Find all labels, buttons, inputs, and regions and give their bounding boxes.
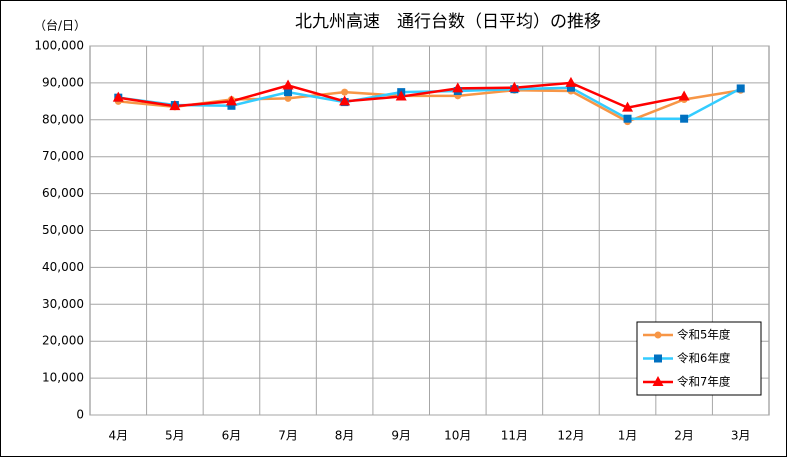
legend-label: 令和7年度 [677,375,731,389]
marker [623,114,632,123]
x-tick-label: 7月 [278,429,298,443]
marker [452,82,464,93]
y-tick-label: 0 [76,408,84,422]
x-tick-label: 10月 [444,429,471,443]
x-tick-label: 12月 [557,429,584,443]
marker [654,331,662,339]
marker [284,94,292,102]
y-tick-label: 70,000 [42,149,84,163]
marker [565,76,577,87]
legend-label: 令和5年度 [677,328,731,342]
y-tick-label: 60,000 [42,186,84,200]
x-tick-label: 3月 [731,429,751,443]
marker [169,100,181,111]
marker [341,88,349,96]
y-tick-label: 20,000 [42,334,84,348]
marker [652,376,664,386]
marker [112,91,124,102]
y-tick-label: 90,000 [42,75,84,89]
chart-title: 北九州高速 通行台数（日平均）の推移 [295,12,601,32]
x-tick-label: 1月 [618,429,638,443]
y-tick-label: 40,000 [42,260,84,274]
marker [736,84,745,93]
marker [282,79,294,90]
marker [395,90,407,101]
marker [339,95,351,106]
marker [622,101,634,112]
y-tick-label: 10,000 [42,371,84,385]
x-tick-label: 5月 [165,429,185,443]
y-tick-label: 30,000 [42,297,84,311]
marker [284,88,293,97]
legend-label: 令和6年度 [677,351,731,365]
marker [508,81,520,92]
marker [566,83,575,92]
x-tick-label: 11月 [501,429,528,443]
y-tick-label: 50,000 [42,223,84,237]
x-tick-label: 2月 [674,429,694,443]
x-tick-label: 8月 [335,429,355,443]
x-tick-label: 4月 [108,429,128,443]
marker [678,90,690,101]
x-tick-label: 6月 [222,429,242,443]
marker [680,114,689,123]
x-tick-label: 9月 [391,429,411,443]
marker [225,95,237,106]
marker [227,101,236,110]
y-tick-label: 100,000 [34,39,84,53]
y-tick-label: 80,000 [42,112,84,126]
marker [654,354,662,363]
y-axis-label: （台/日） [34,18,86,33]
